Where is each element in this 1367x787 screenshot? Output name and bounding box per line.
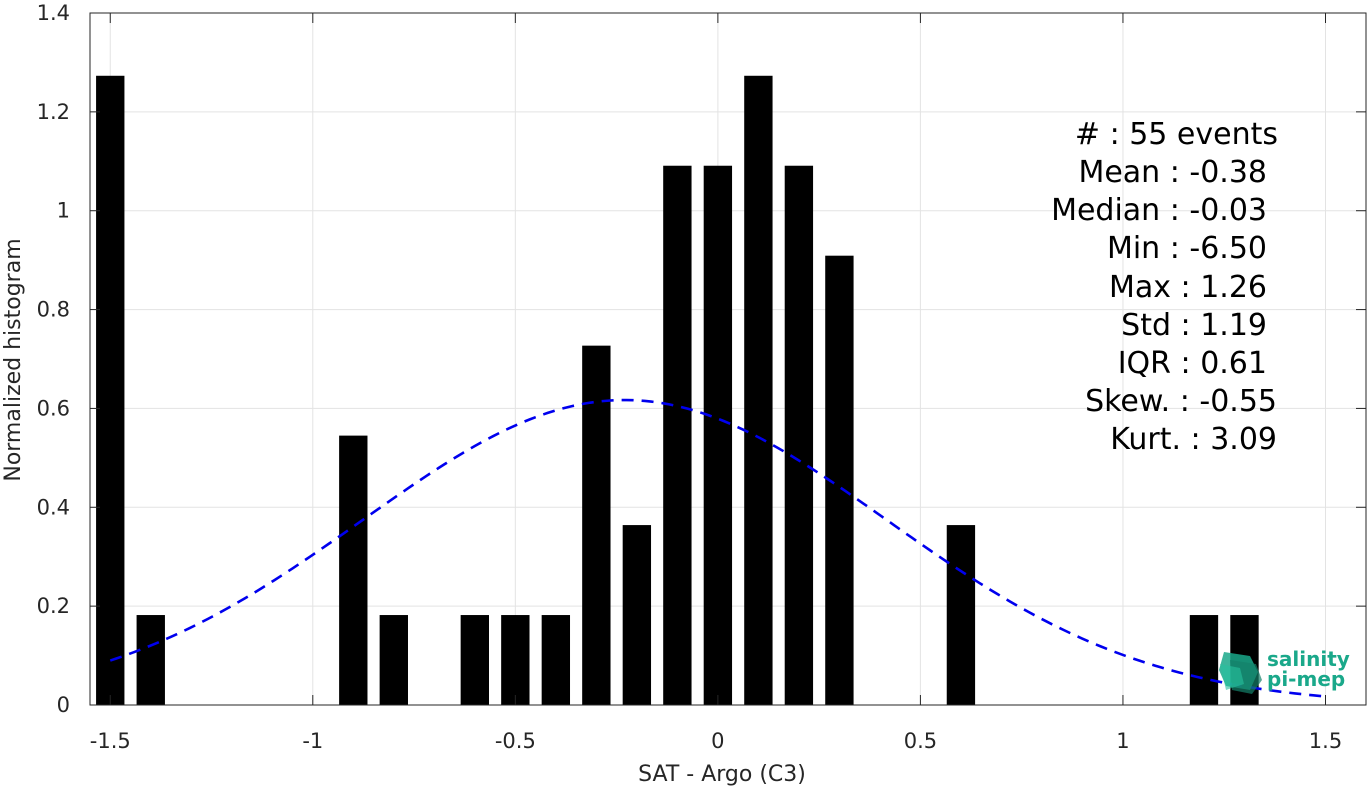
statistics-annotation: # : 55 events Mean : -0.38 Median : -0.0…	[1051, 117, 1278, 457]
x-tick-label: -1.5	[90, 729, 131, 753]
y-tick-labels: 0 0.2 0.4 0.6 0.8 1 1.2 1.4	[37, 1, 70, 717]
histogram-bar	[136, 615, 165, 705]
y-tick-label: 0.4	[37, 495, 70, 519]
x-tick-label: 1	[1116, 729, 1129, 753]
histogram-bar	[622, 525, 652, 705]
y-axis-label: Normalized histogram	[1, 238, 26, 481]
salinity-pimep-logo: salinity pi-mep	[1219, 647, 1350, 694]
stat-count: # : 55 events	[1075, 117, 1278, 152]
histogram-bar	[744, 75, 773, 705]
y-tick-label: 0.8	[37, 298, 70, 322]
y-tick-label: 0.6	[37, 396, 70, 420]
histogram-bar	[1189, 615, 1219, 705]
stat-mean: Mean : -0.38	[1078, 155, 1267, 190]
histogram-bars	[96, 75, 1259, 706]
axis-ticks	[90, 12, 1366, 706]
x-axis-label: SAT - Argo (C3)	[638, 762, 806, 787]
histogram-bar	[501, 615, 530, 705]
histogram-bar	[339, 435, 368, 705]
histogram-bar	[784, 165, 814, 706]
y-tick-label: 1.2	[37, 100, 70, 124]
salinity-pimep-logo-icon	[1219, 652, 1262, 694]
x-tick-labels: -1.5 -1 -0.5 0 0.5 1 1.5	[90, 729, 1342, 753]
stat-skewness: Skew. : -0.55	[1085, 384, 1277, 419]
histogram-bar	[379, 615, 408, 705]
x-tick-label: 1.5	[1309, 729, 1342, 753]
stat-iqr: IQR : 0.61	[1118, 346, 1267, 381]
histogram-bar	[703, 165, 733, 706]
stat-median: Median : -0.03	[1051, 193, 1267, 228]
histogram-bar	[460, 615, 490, 705]
logo-text-line1: salinity	[1267, 647, 1350, 671]
normal-fit-curve	[109, 398, 1326, 698]
x-tick-label: 0.5	[904, 729, 937, 753]
x-tick-label: -0.5	[495, 729, 536, 753]
x-tick-label: 0	[711, 729, 724, 753]
logo-text-line2: pi-mep	[1267, 667, 1345, 691]
histogram-bar	[663, 165, 692, 706]
y-tick-label: 1.4	[37, 1, 70, 25]
stat-min: Min : -6.50	[1107, 231, 1267, 266]
histogram-bar	[946, 525, 976, 705]
stat-std: Std : 1.19	[1121, 308, 1267, 343]
histogram-bar	[582, 345, 611, 705]
y-tick-label: 0.2	[37, 594, 70, 618]
histogram-bar	[541, 615, 571, 705]
stat-max: Max : 1.26	[1109, 270, 1267, 305]
x-tick-label: -1	[302, 729, 323, 753]
plot-frame	[89, 12, 1367, 706]
y-tick-label: 0	[57, 693, 70, 717]
y-tick-label: 1	[57, 199, 70, 223]
stat-kurtosis: Kurt. : 3.09	[1110, 422, 1277, 457]
histogram-bar	[96, 75, 125, 705]
